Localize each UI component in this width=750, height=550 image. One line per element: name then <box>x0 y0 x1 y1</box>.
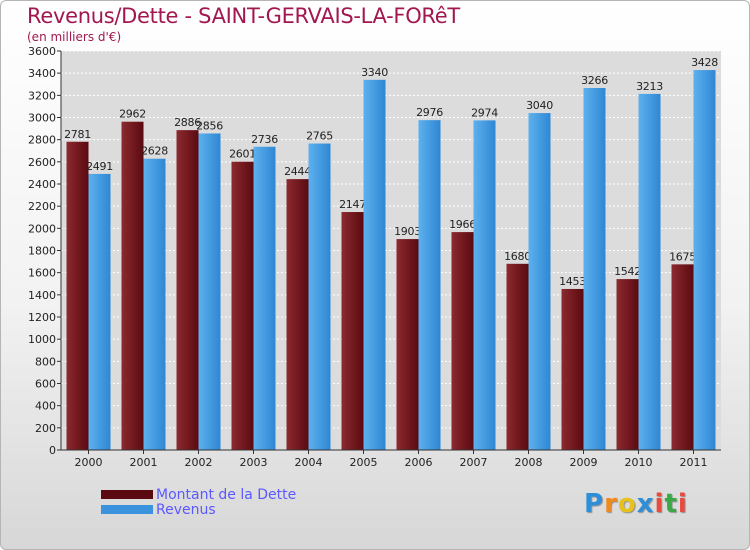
y-tick-label: 0 <box>49 444 56 457</box>
bar-dette <box>121 121 144 450</box>
y-tick-label: 1200 <box>28 311 56 324</box>
data-label-dette: 2444 <box>284 165 311 178</box>
legend-swatch-dette <box>101 490 153 499</box>
data-label-dette: 2601 <box>229 148 256 161</box>
data-label-revenus: 2976 <box>416 106 443 119</box>
y-tick-label: 2000 <box>28 222 56 235</box>
logo-letter: o <box>617 489 637 519</box>
chart-title: Revenus/Dette - SAINT-GERVAIS-LA-FORêT <box>27 4 460 28</box>
bar-revenus <box>308 143 331 450</box>
data-label-dette: 1680 <box>504 250 531 263</box>
bar-revenus <box>418 120 441 450</box>
x-tick-label: 2006 <box>405 456 433 469</box>
data-label-dette: 2147 <box>339 198 366 211</box>
bar-dette <box>66 141 89 450</box>
x-tick-label: 2011 <box>680 456 708 469</box>
legend: Montant de la Dette Revenus <box>101 486 297 518</box>
bar-revenus <box>583 88 606 450</box>
bar-revenus <box>638 93 661 450</box>
data-label-revenus: 2736 <box>251 133 278 146</box>
x-tick-label: 2010 <box>625 456 653 469</box>
x-tick-label: 2009 <box>570 456 598 469</box>
bar-revenus <box>473 120 496 451</box>
bar-dette <box>231 161 254 450</box>
data-label-dette: 2781 <box>64 128 91 141</box>
proxiti-logo: Proxiti <box>584 489 688 519</box>
y-tick-label: 3400 <box>28 67 56 80</box>
x-tick-label: 2001 <box>130 456 158 469</box>
data-label-revenus: 2856 <box>196 119 223 132</box>
legend-label-revenus: Revenus <box>156 501 216 518</box>
y-tick-label: 2400 <box>28 178 56 191</box>
y-tick-label: 2200 <box>28 200 56 213</box>
x-tick-label: 2008 <box>515 456 543 469</box>
bar-revenus <box>88 173 111 450</box>
y-tick-label: 1600 <box>28 267 56 280</box>
bar-dette <box>396 239 419 450</box>
legend-item-revenus: Revenus <box>101 501 296 518</box>
legend-item-dette: Montant de la Dette <box>101 486 297 503</box>
y-tick-label: 400 <box>35 400 56 413</box>
bar-revenus <box>363 79 386 451</box>
bar-revenus <box>528 113 551 451</box>
legend-label-dette: Montant de la Dette <box>156 486 297 503</box>
logo-letter: r <box>604 489 618 519</box>
data-label-dette: 1453 <box>559 275 586 288</box>
bar-dette <box>176 130 199 450</box>
data-label-revenus: 3266 <box>581 74 608 87</box>
legend-swatch-revenus <box>101 505 153 514</box>
logo-letter: P <box>584 489 605 519</box>
y-tick-label: 600 <box>35 378 56 391</box>
data-label-revenus: 3040 <box>526 99 553 112</box>
y-tick-label: 1000 <box>28 333 56 346</box>
x-tick-label: 2000 <box>75 456 103 469</box>
bar-revenus <box>693 70 716 451</box>
bar-revenus <box>253 146 276 450</box>
y-tick-label: 1800 <box>28 245 56 258</box>
logo-letter: t <box>664 489 678 519</box>
y-tick-label: 1400 <box>28 289 56 302</box>
data-label-revenus: 2765 <box>306 130 333 143</box>
y-tick-label: 2600 <box>28 156 56 169</box>
bar-dette <box>286 179 309 450</box>
data-label-revenus: 2628 <box>141 145 168 158</box>
x-tick-label: 2002 <box>185 456 213 469</box>
x-tick-label: 2005 <box>350 456 378 469</box>
bar-dette <box>561 288 584 450</box>
chart-subtitle: (en milliers d'€) <box>27 30 122 44</box>
bar-dette <box>506 263 529 450</box>
x-tick-label: 2004 <box>295 456 323 469</box>
data-label-revenus: 3428 <box>691 56 718 69</box>
data-label-revenus: 2974 <box>471 106 498 119</box>
data-label-revenus: 3340 <box>361 66 388 79</box>
x-tick-label: 2003 <box>240 456 268 469</box>
bar-revenus <box>143 158 166 451</box>
x-tick-label: 2007 <box>460 456 488 469</box>
logo-letter: i <box>654 489 665 519</box>
bar-dette <box>671 264 694 450</box>
y-tick-label: 2800 <box>28 134 56 147</box>
logo-letter: x <box>636 489 655 519</box>
data-label-revenus: 3213 <box>636 80 663 93</box>
bar-dette <box>616 279 639 450</box>
bar-dette <box>451 232 474 450</box>
y-tick-label: 3600 <box>28 45 56 58</box>
data-label-dette: 1675 <box>669 250 696 263</box>
data-label-dette: 1542 <box>614 265 641 278</box>
data-label-dette: 2962 <box>119 108 146 121</box>
data-label-revenus: 2491 <box>86 160 113 173</box>
data-label-dette: 1903 <box>394 225 421 238</box>
bar-revenus <box>198 133 221 450</box>
y-tick-label: 3200 <box>28 89 56 102</box>
data-label-dette: 1966 <box>449 218 476 231</box>
y-tick-label: 800 <box>35 355 56 368</box>
y-tick-label: 3000 <box>28 112 56 125</box>
bar-dette <box>341 212 364 450</box>
data-label-dette: 2886 <box>174 116 201 129</box>
y-tick-label: 200 <box>35 422 56 435</box>
logo-letter: i <box>677 489 688 519</box>
